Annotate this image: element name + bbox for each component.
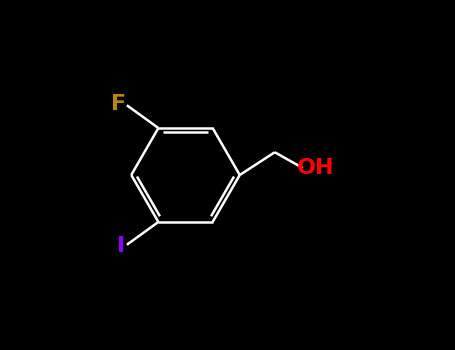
Text: OH: OH — [297, 158, 335, 178]
Text: I: I — [116, 237, 125, 257]
Text: F: F — [111, 93, 126, 113]
